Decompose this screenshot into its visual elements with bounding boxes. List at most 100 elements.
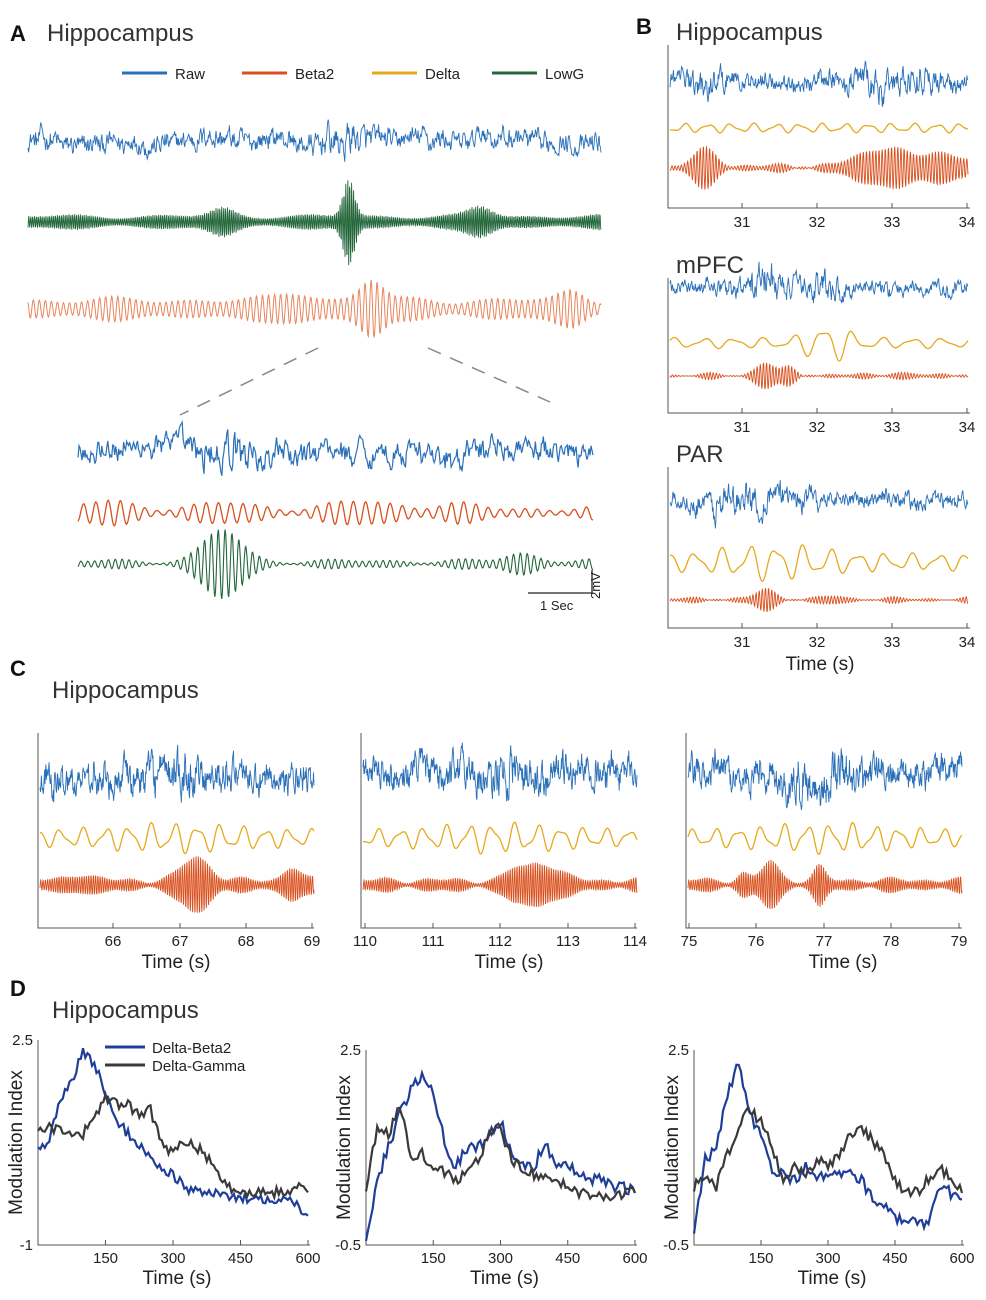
- y-tick-bottom: -1: [20, 1237, 33, 1254]
- panel-d-subplot-1: 2.5 -1 150 300 450 600 Time (s) Modulation Inde…: [6, 1032, 321, 1289]
- tick-label: 32: [809, 419, 826, 436]
- panel-c-3-xlabel: Time (s): [809, 952, 878, 973]
- inset-raw-trace: [77, 420, 594, 476]
- panel-c-2-beta2-trace: [362, 862, 638, 908]
- series-delta-beta2: [37, 1047, 309, 1217]
- panel-d-ylabel: Modulation Index: [334, 1075, 355, 1220]
- tick-label: 33: [884, 634, 901, 651]
- panel-c-3-beta2-trace: [687, 859, 963, 909]
- panel-a-legend: Raw Beta2 Delta LowG: [122, 66, 584, 83]
- legend-beta2-label: Beta2: [295, 66, 334, 83]
- panel-c-3-delta-trace: [687, 821, 963, 855]
- tick-label: 600: [949, 1250, 974, 1267]
- panel-d-ylabel: Modulation Index: [6, 1070, 27, 1215]
- panel-d-axes: [37, 1040, 310, 1246]
- panel-c-1-axes: [37, 733, 314, 929]
- panel-b-hippocampus-beta2-trace: [669, 146, 969, 190]
- legend-raw-label: Raw: [175, 66, 205, 83]
- panel-c-3-raw-trace: [687, 748, 963, 811]
- panel-b-par-axes: [667, 467, 970, 629]
- panel-d-axes: [365, 1050, 637, 1246]
- tick-label: 300: [815, 1250, 840, 1267]
- tick-label: 78: [883, 933, 900, 950]
- panel-c-1-xlabel: Time (s): [142, 952, 211, 973]
- y-tick-top: 2.5: [668, 1042, 689, 1059]
- scale-bar: 1 Sec 2mV: [528, 570, 603, 613]
- panel-b-par-title: PAR: [676, 441, 724, 468]
- panel-b-par-beta2-trace: [669, 587, 969, 613]
- tick-label: 33: [884, 419, 901, 436]
- panel-d-axes: [693, 1050, 964, 1246]
- tick-label: 32: [809, 634, 826, 651]
- tick-label: 450: [555, 1250, 580, 1267]
- tick-label: 34: [959, 214, 976, 231]
- tick-label: 450: [228, 1250, 253, 1267]
- panel-b-hippocampus-raw-trace: [669, 60, 969, 107]
- y-tick-top: 2.5: [12, 1032, 33, 1049]
- panel-c-1-raw-trace: [39, 744, 315, 803]
- tick-label: 300: [488, 1250, 513, 1267]
- tick-label: 33: [884, 214, 901, 231]
- panel-c-2-axes: [360, 733, 637, 929]
- tick-label: 31: [734, 634, 751, 651]
- tick-label: 150: [748, 1250, 773, 1267]
- panel-c-2-raw-trace: [362, 742, 638, 802]
- panel-b-par-delta-trace: [669, 544, 969, 582]
- scale-bar-volt-label: 2mV: [588, 572, 603, 599]
- y-tick-top: 2.5: [340, 1042, 361, 1059]
- panel-b-xlabel: Time (s): [786, 654, 855, 675]
- panel-d-xlabel: Time (s): [143, 1268, 212, 1289]
- series-delta-gamma: [692, 1105, 964, 1199]
- panel-b-mpfc-beta2-trace: [669, 362, 969, 390]
- panel-b-mpfc-title: mPFC: [676, 252, 744, 279]
- tick-label: 31: [734, 214, 751, 231]
- panel-b-mpfc: mPFC 31 32 33 34: [667, 252, 976, 436]
- tick-label: 114: [623, 933, 647, 950]
- panel-c-2-xlabel: Time (s): [475, 952, 544, 973]
- tick-label: 69: [304, 933, 321, 950]
- panel-b-hippocampus-delta-trace: [669, 122, 969, 134]
- panel-c-subplot-3: 75 76 77 78 79 Time (s): [681, 733, 968, 973]
- zoom-guide-left: [179, 347, 319, 416]
- y-tick-bottom: -0.5: [663, 1237, 689, 1254]
- tick-label: 112: [488, 933, 512, 950]
- tick-label: 77: [816, 933, 833, 950]
- panel-b-mpfc-delta-trace: [669, 330, 969, 362]
- panel-b-hippocampus-axes: [667, 45, 970, 209]
- panel-b-hippocampus: Hippocampus 31 32 33 34: [667, 19, 976, 231]
- panel-d-ylabel: Modulation Index: [662, 1075, 683, 1220]
- panel-b-par-raw-trace: [669, 480, 969, 529]
- panel-c-1-beta2-trace: [39, 856, 315, 914]
- inset-beta2-trace: [77, 499, 594, 527]
- scale-bar-time-label: 1 Sec: [540, 598, 574, 613]
- tick-label: 113: [556, 933, 580, 950]
- panel-d-subplot-3: 2.5 -0.5 150 300 450 600 Time (s) Modulation In…: [662, 1042, 975, 1289]
- zoom-guide-right: [427, 347, 551, 403]
- tick-label: 67: [172, 933, 189, 950]
- tick-label: 150: [93, 1250, 118, 1267]
- panel-a-lowg-trace: [27, 180, 602, 266]
- legend-delta-beta2-label: Delta-Beta2: [152, 1040, 231, 1057]
- tick-label: 110: [353, 933, 377, 950]
- tick-label: 76: [748, 933, 765, 950]
- panel-c-subplot-2: 110 111 112 113 114 Time (s): [353, 733, 647, 973]
- panel-b-hippocampus-xticks: 31 32 33 34: [734, 203, 976, 231]
- panel-d-legend: Delta-Beta2 Delta-Gamma: [105, 1040, 246, 1075]
- panel-d-letter: D: [10, 976, 26, 1001]
- series-delta-gamma: [37, 1090, 309, 1202]
- panel-c-title: Hippocampus: [52, 677, 199, 704]
- panel-a-raw-trace: [27, 119, 602, 162]
- series-delta-beta2: [364, 1069, 637, 1242]
- tick-label: 75: [681, 933, 698, 950]
- y-tick-bottom: -0.5: [335, 1237, 361, 1254]
- legend-lowg-label: LowG: [545, 66, 584, 83]
- tick-label: 79: [951, 933, 968, 950]
- legend-delta-gamma-label: Delta-Gamma: [152, 1058, 246, 1075]
- panel-a-title: Hippocampus: [47, 20, 194, 47]
- panel-c-subplot-1: 66 67 68 69 Time (s): [37, 733, 321, 973]
- tick-label: 34: [959, 419, 976, 436]
- tick-label: 66: [105, 933, 122, 950]
- panel-b-mpfc-xticks: 31 32 33 34: [734, 408, 976, 436]
- panel-a-letter: A: [10, 21, 26, 46]
